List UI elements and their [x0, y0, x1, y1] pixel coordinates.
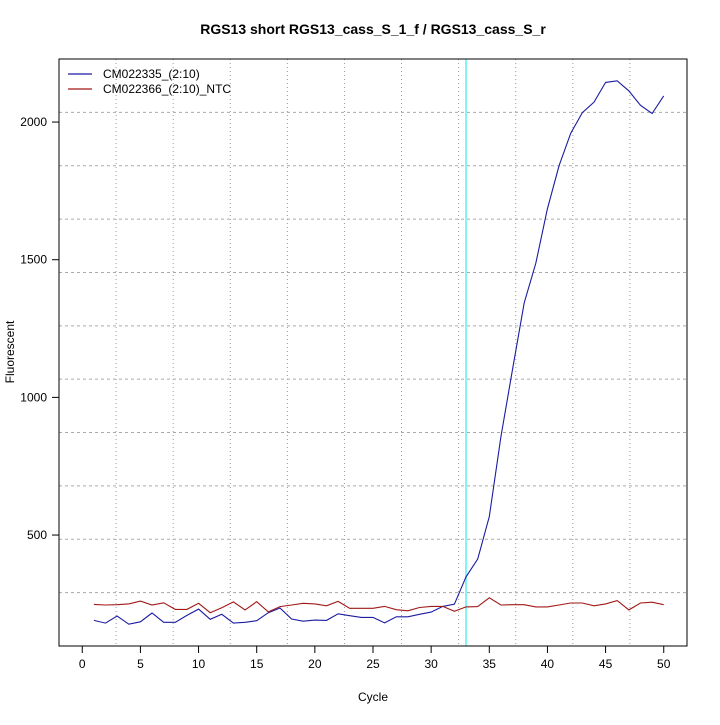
- x-tick-label: 35: [483, 657, 497, 671]
- y-tick-label: 1500: [20, 253, 47, 267]
- chart-title: RGS13 short RGS13_cass_S_1_f / RGS13_cas…: [200, 21, 546, 37]
- x-tick-label: 45: [599, 657, 613, 671]
- x-axis: 0 5 10 15 20 25 30 35 40 45 50: [79, 646, 671, 671]
- x-axis-label: Cycle: [358, 690, 388, 704]
- x-tick-label: 20: [308, 657, 322, 671]
- series-line-1: [93, 597, 664, 614]
- series-lines: [93, 80, 665, 625]
- x-tick-label: 0: [79, 657, 86, 671]
- plot-frame: [58, 58, 688, 647]
- x-tick-label: 40: [541, 657, 555, 671]
- x-tick-label: 5: [137, 657, 144, 671]
- grid: [59, 59, 687, 646]
- x-tick-label: 30: [424, 657, 438, 671]
- y-axis-label: Fluorescent: [3, 320, 17, 383]
- y-tick-label: 2000: [20, 115, 47, 129]
- legend-label: CM022335_(2:10): [103, 67, 200, 81]
- x-tick-label: 10: [192, 657, 206, 671]
- x-tick-label: 15: [250, 657, 264, 671]
- x-tick-label: 50: [657, 657, 671, 671]
- y-tick-label: 500: [27, 528, 47, 542]
- series-line-0: [93, 80, 665, 625]
- x-tick-label: 25: [366, 657, 380, 671]
- legend-label: CM022366_(2:10)_NTC: [103, 82, 231, 96]
- y-tick-label: 1000: [20, 390, 47, 404]
- legend: CM022335_(2:10)CM022366_(2:10)_NTC: [68, 67, 231, 96]
- y-axis: 500 1000 1500 2000: [20, 115, 59, 542]
